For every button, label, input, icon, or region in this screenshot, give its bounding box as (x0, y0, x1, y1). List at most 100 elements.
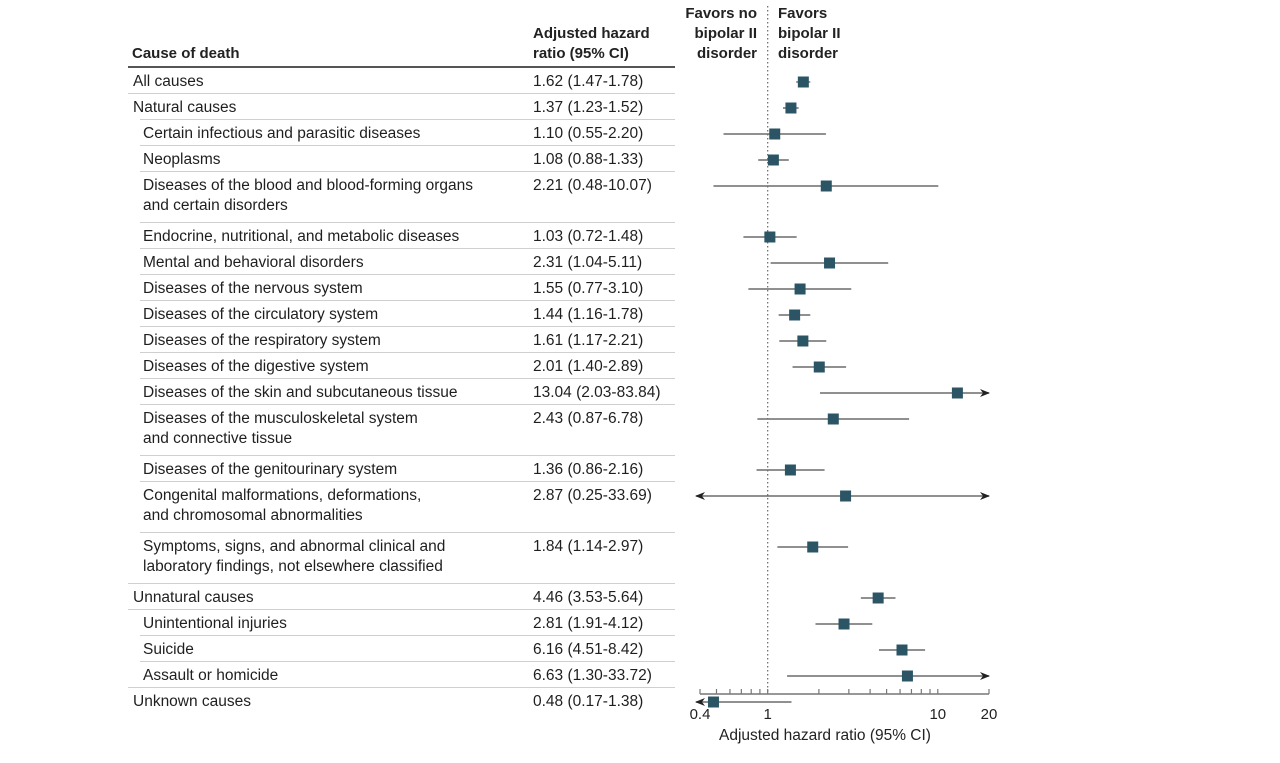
cause-label: Diseases of the musculoskeletal system an… (143, 409, 418, 449)
table-row: Certain infectious and parasitic disease… (0, 120, 680, 146)
hr-marker (764, 231, 776, 243)
cause-label: Assault or homicide (143, 666, 278, 686)
favors-no-bipolar-label: Favors no bipolar II disorder (680, 4, 757, 64)
cause-label: Unintentional injuries (143, 614, 287, 634)
hr-marker (767, 154, 779, 166)
cause-label: Diseases of the respiratory system (143, 331, 381, 351)
x-tick-label: 10 (929, 706, 946, 723)
cause-label: Diseases of the genitourinary system (143, 460, 397, 480)
cause-label-line: and chromosomal abnormalities (143, 507, 363, 524)
cause-label-line: laboratory findings, not elsewhere class… (143, 558, 443, 575)
x-tick-label: 0.4 (690, 706, 711, 723)
cause-label-line: Suicide (143, 641, 194, 658)
cause-label: Congenital malformations, deformations, a… (143, 486, 421, 526)
hr-marker (824, 257, 836, 269)
x-axis-title: Adjusted hazard ratio (95% CI) (719, 727, 931, 744)
hazard-ratio-value: 2.01 (1.40-2.89) (533, 358, 644, 375)
table-row: Neoplasms 1.08 (0.88-1.33) (0, 146, 680, 172)
column-header-hr-line2: ratio (95% CI) (533, 45, 629, 62)
cause-label: All causes (133, 72, 204, 92)
row-separator (128, 687, 675, 688)
cause-label: Symptoms, signs, and abnormal clinical a… (143, 537, 445, 577)
hazard-ratio-value: 1.37 (1.23-1.52) (533, 99, 644, 116)
favors-left-line2: bipolar II (694, 25, 757, 42)
table-row: All causes 1.62 (1.47-1.78) (0, 68, 680, 94)
row-separator (140, 274, 675, 275)
hazard-ratio-value: 1.84 (1.14-2.97) (533, 538, 644, 555)
row-separator (128, 609, 675, 610)
row-separator (140, 171, 675, 172)
hazard-ratio-value: 4.46 (3.53-5.64) (533, 589, 644, 606)
table-row: Assault or homicide 6.63 (1.30-33.72) (0, 662, 680, 688)
hazard-ratio-value: 1.44 (1.16-1.78) (533, 306, 644, 323)
table-row: Unnatural causes 4.46 (3.53-5.64) (0, 584, 680, 610)
hr-marker (951, 387, 963, 399)
row-separator (140, 248, 675, 249)
hazard-ratio-value: 1.36 (0.86-2.16) (533, 461, 644, 478)
hr-marker (838, 618, 850, 630)
row-separator (128, 93, 675, 94)
table-row: Diseases of the nervous system 1.55 (0.77… (0, 275, 680, 301)
hr-marker (901, 670, 913, 682)
hr-marker (813, 361, 825, 373)
hazard-ratio-value: 2.31 (1.04-5.11) (533, 254, 643, 271)
cause-label-line: Mental and behavioral disorders (143, 254, 364, 271)
row-separator (128, 583, 675, 584)
favors-left-line1: Favors no (685, 5, 757, 22)
x-tick-label: 20 (981, 706, 998, 723)
cause-label: Diseases of the circulatory system (143, 305, 378, 325)
cause-label-line: Diseases of the skin and subcutaneous ti… (143, 384, 458, 401)
cause-label: Certain infectious and parasitic disease… (143, 124, 420, 144)
cause-label: Endocrine, nutritional, and metabolic di… (143, 227, 459, 247)
hazard-ratio-value: 1.08 (0.88-1.33) (533, 151, 644, 168)
row-separator (140, 378, 675, 379)
x-tick-label: 1 (764, 706, 772, 723)
hazard-ratio-value: 6.63 (1.30-33.72) (533, 667, 652, 684)
table-row: Diseases of the blood and blood-forming … (0, 172, 680, 223)
table-row: Congenital malformations, deformations, a… (0, 482, 680, 533)
hr-marker (827, 413, 839, 425)
column-header-hr-line1: Adjusted hazard (533, 25, 650, 42)
cause-label-line: Certain infectious and parasitic disease… (143, 125, 421, 142)
row-separator (140, 661, 675, 662)
row-separator (140, 222, 675, 223)
cause-label-line: Unnatural causes (133, 589, 254, 606)
cause-label-line: Diseases of the musculoskeletal system (143, 410, 418, 427)
header-rule (128, 66, 675, 68)
row-separator (140, 326, 675, 327)
row-separator (140, 119, 675, 120)
cause-label: Natural causes (133, 98, 236, 118)
table-row: Natural causes 1.37 (1.23-1.52) (0, 94, 680, 120)
hazard-ratio-value: 2.87 (0.25-33.69) (533, 487, 652, 504)
cause-label-line: All causes (133, 73, 204, 90)
table-row: Diseases of the skin and subcutaneous ti… (0, 379, 680, 405)
hr-marker (820, 180, 832, 192)
cause-label-line: Diseases of the nervous system (143, 280, 363, 297)
hazard-ratio-value: 2.21 (0.48-10.07) (533, 177, 652, 194)
cause-label-line: Unintentional injuries (143, 615, 287, 632)
hr-marker (797, 76, 809, 88)
cause-label-line: Diseases of the genitourinary system (143, 461, 398, 478)
table-row: Diseases of the genitourinary system 1.36… (0, 456, 680, 482)
cause-label: Unknown causes (133, 692, 251, 712)
column-header-hazard-ratio: Adjusted hazard ratio (95% CI) (533, 24, 650, 64)
cause-label-line: Endocrine, nutritional, and metabolic di… (143, 228, 460, 245)
table-row: Unintentional injuries 2.81 (1.91-4.12) (0, 610, 680, 636)
cause-label: Neoplasms (143, 150, 221, 170)
hazard-ratio-value: 0.48 (0.17-1.38) (533, 693, 644, 710)
table-row: Diseases of the musculoskeletal system an… (0, 405, 680, 456)
column-header-cause: Cause of death (132, 45, 240, 62)
hazard-ratio-value: 1.55 (0.77-3.10) (533, 280, 644, 297)
cause-label: Suicide (143, 640, 194, 660)
hr-marker (794, 283, 806, 295)
hr-marker (872, 592, 884, 604)
cause-label: Diseases of the skin and subcutaneous ti… (143, 383, 458, 403)
hazard-ratio-value: 13.04 (2.03-83.84) (533, 384, 661, 401)
cause-label: Mental and behavioral disorders (143, 253, 364, 273)
hazard-ratio-value: 1.10 (0.55-2.20) (533, 125, 644, 142)
cause-label-line: and certain disorders (143, 197, 288, 214)
cause-label: Diseases of the nervous system (143, 279, 363, 299)
cause-label-line: Assault or homicide (143, 667, 279, 684)
hr-marker (707, 696, 719, 708)
